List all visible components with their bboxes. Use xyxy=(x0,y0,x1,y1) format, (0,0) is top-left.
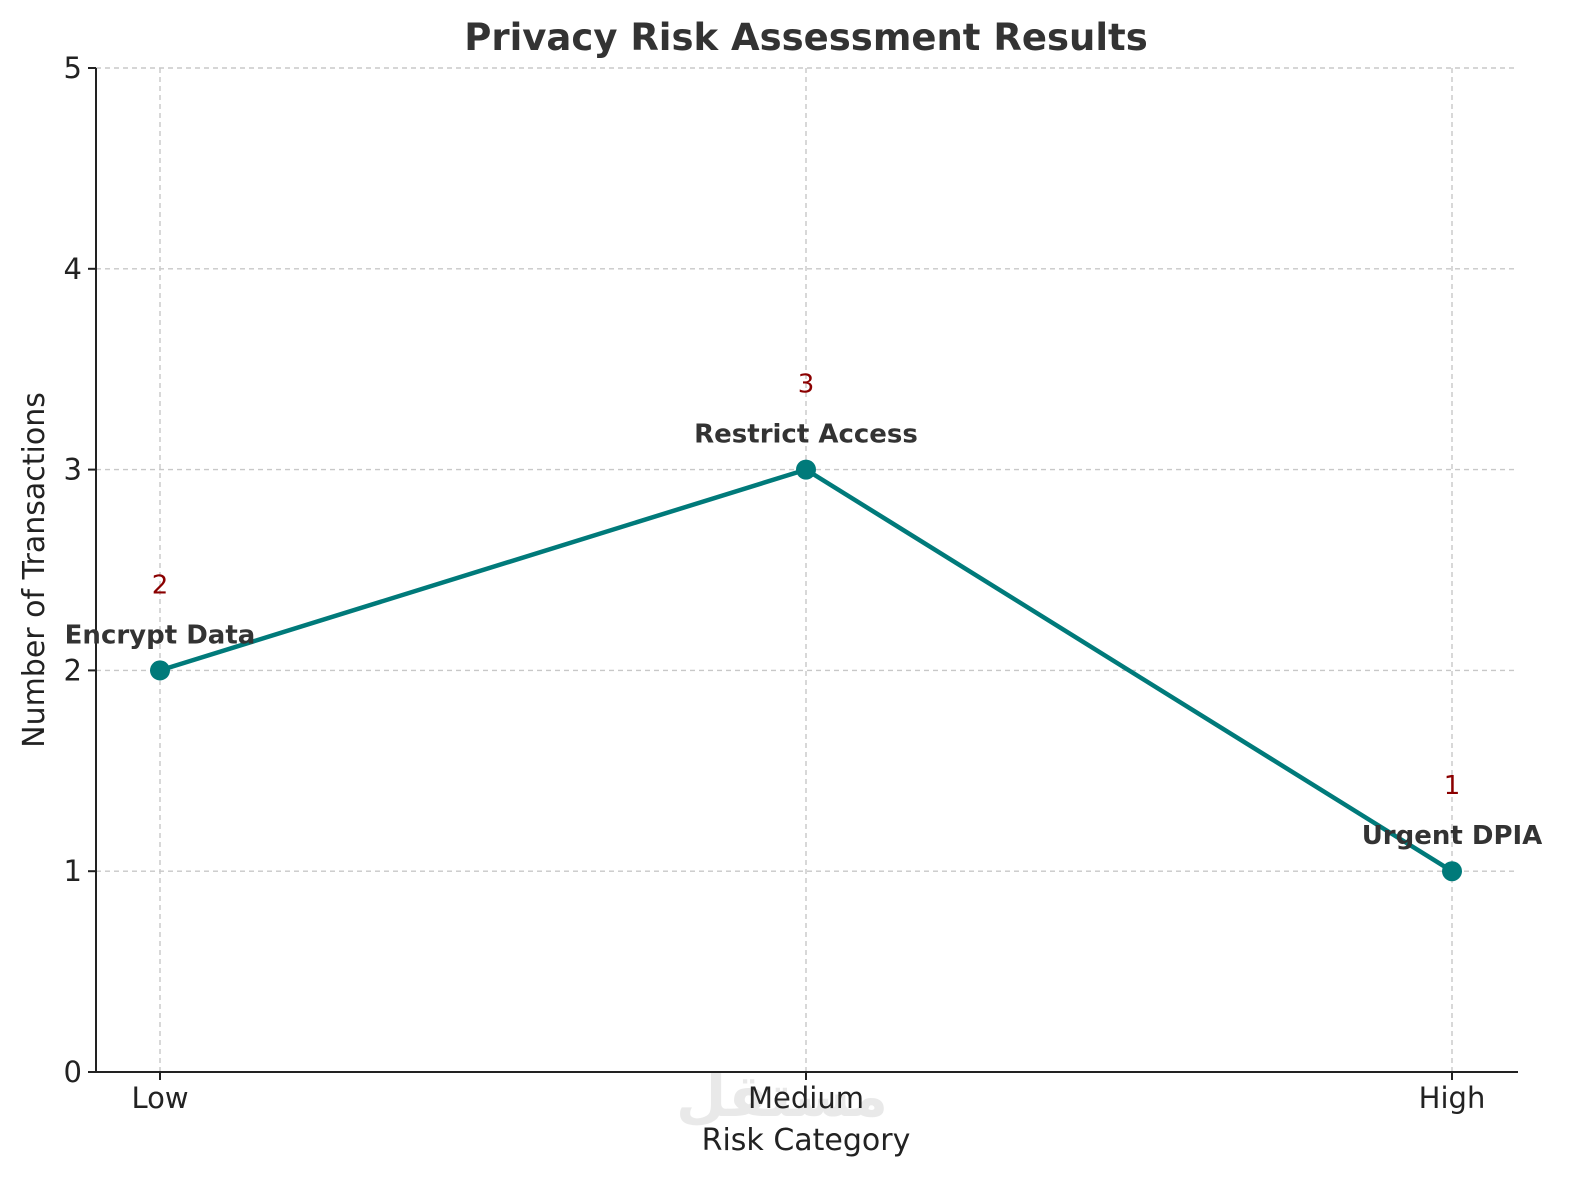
y-tick-label: 5 xyxy=(64,51,82,85)
x-tick-label: High xyxy=(1419,1081,1486,1115)
grid-lines xyxy=(96,67,1518,1072)
x-tick-label: Medium xyxy=(748,1081,864,1115)
x-tick-label: Low xyxy=(131,1081,188,1115)
axis-ticks: 0 1 2 3 4 5 Low Medium High xyxy=(64,51,1486,1115)
axes xyxy=(95,68,1518,1073)
data-point xyxy=(1442,861,1462,882)
action-label: Restrict Access xyxy=(694,420,918,450)
y-tick-label: 4 xyxy=(64,252,82,286)
watermark: مستقل xyxy=(676,1062,888,1130)
data-point xyxy=(150,660,170,681)
action-label: Encrypt Data xyxy=(65,620,256,650)
y-axis-label: Number of Transactions xyxy=(17,392,52,748)
value-label: 3 xyxy=(798,370,815,400)
chart-title: Privacy Risk Assessment Results xyxy=(464,16,1147,59)
data-point xyxy=(796,459,816,480)
y-tick-label: 2 xyxy=(64,653,82,687)
value-label: 1 xyxy=(1444,771,1461,801)
y-tick-label: 0 xyxy=(64,1055,82,1089)
value-label: 2 xyxy=(152,570,169,600)
y-tick-label: 1 xyxy=(64,854,82,888)
action-label: Urgent DPIA xyxy=(1362,821,1543,851)
x-axis-label: Risk Category xyxy=(702,1123,911,1158)
y-tick-label: 3 xyxy=(64,453,82,487)
watermark-text: مستقل xyxy=(676,1062,888,1130)
series xyxy=(150,459,1462,882)
